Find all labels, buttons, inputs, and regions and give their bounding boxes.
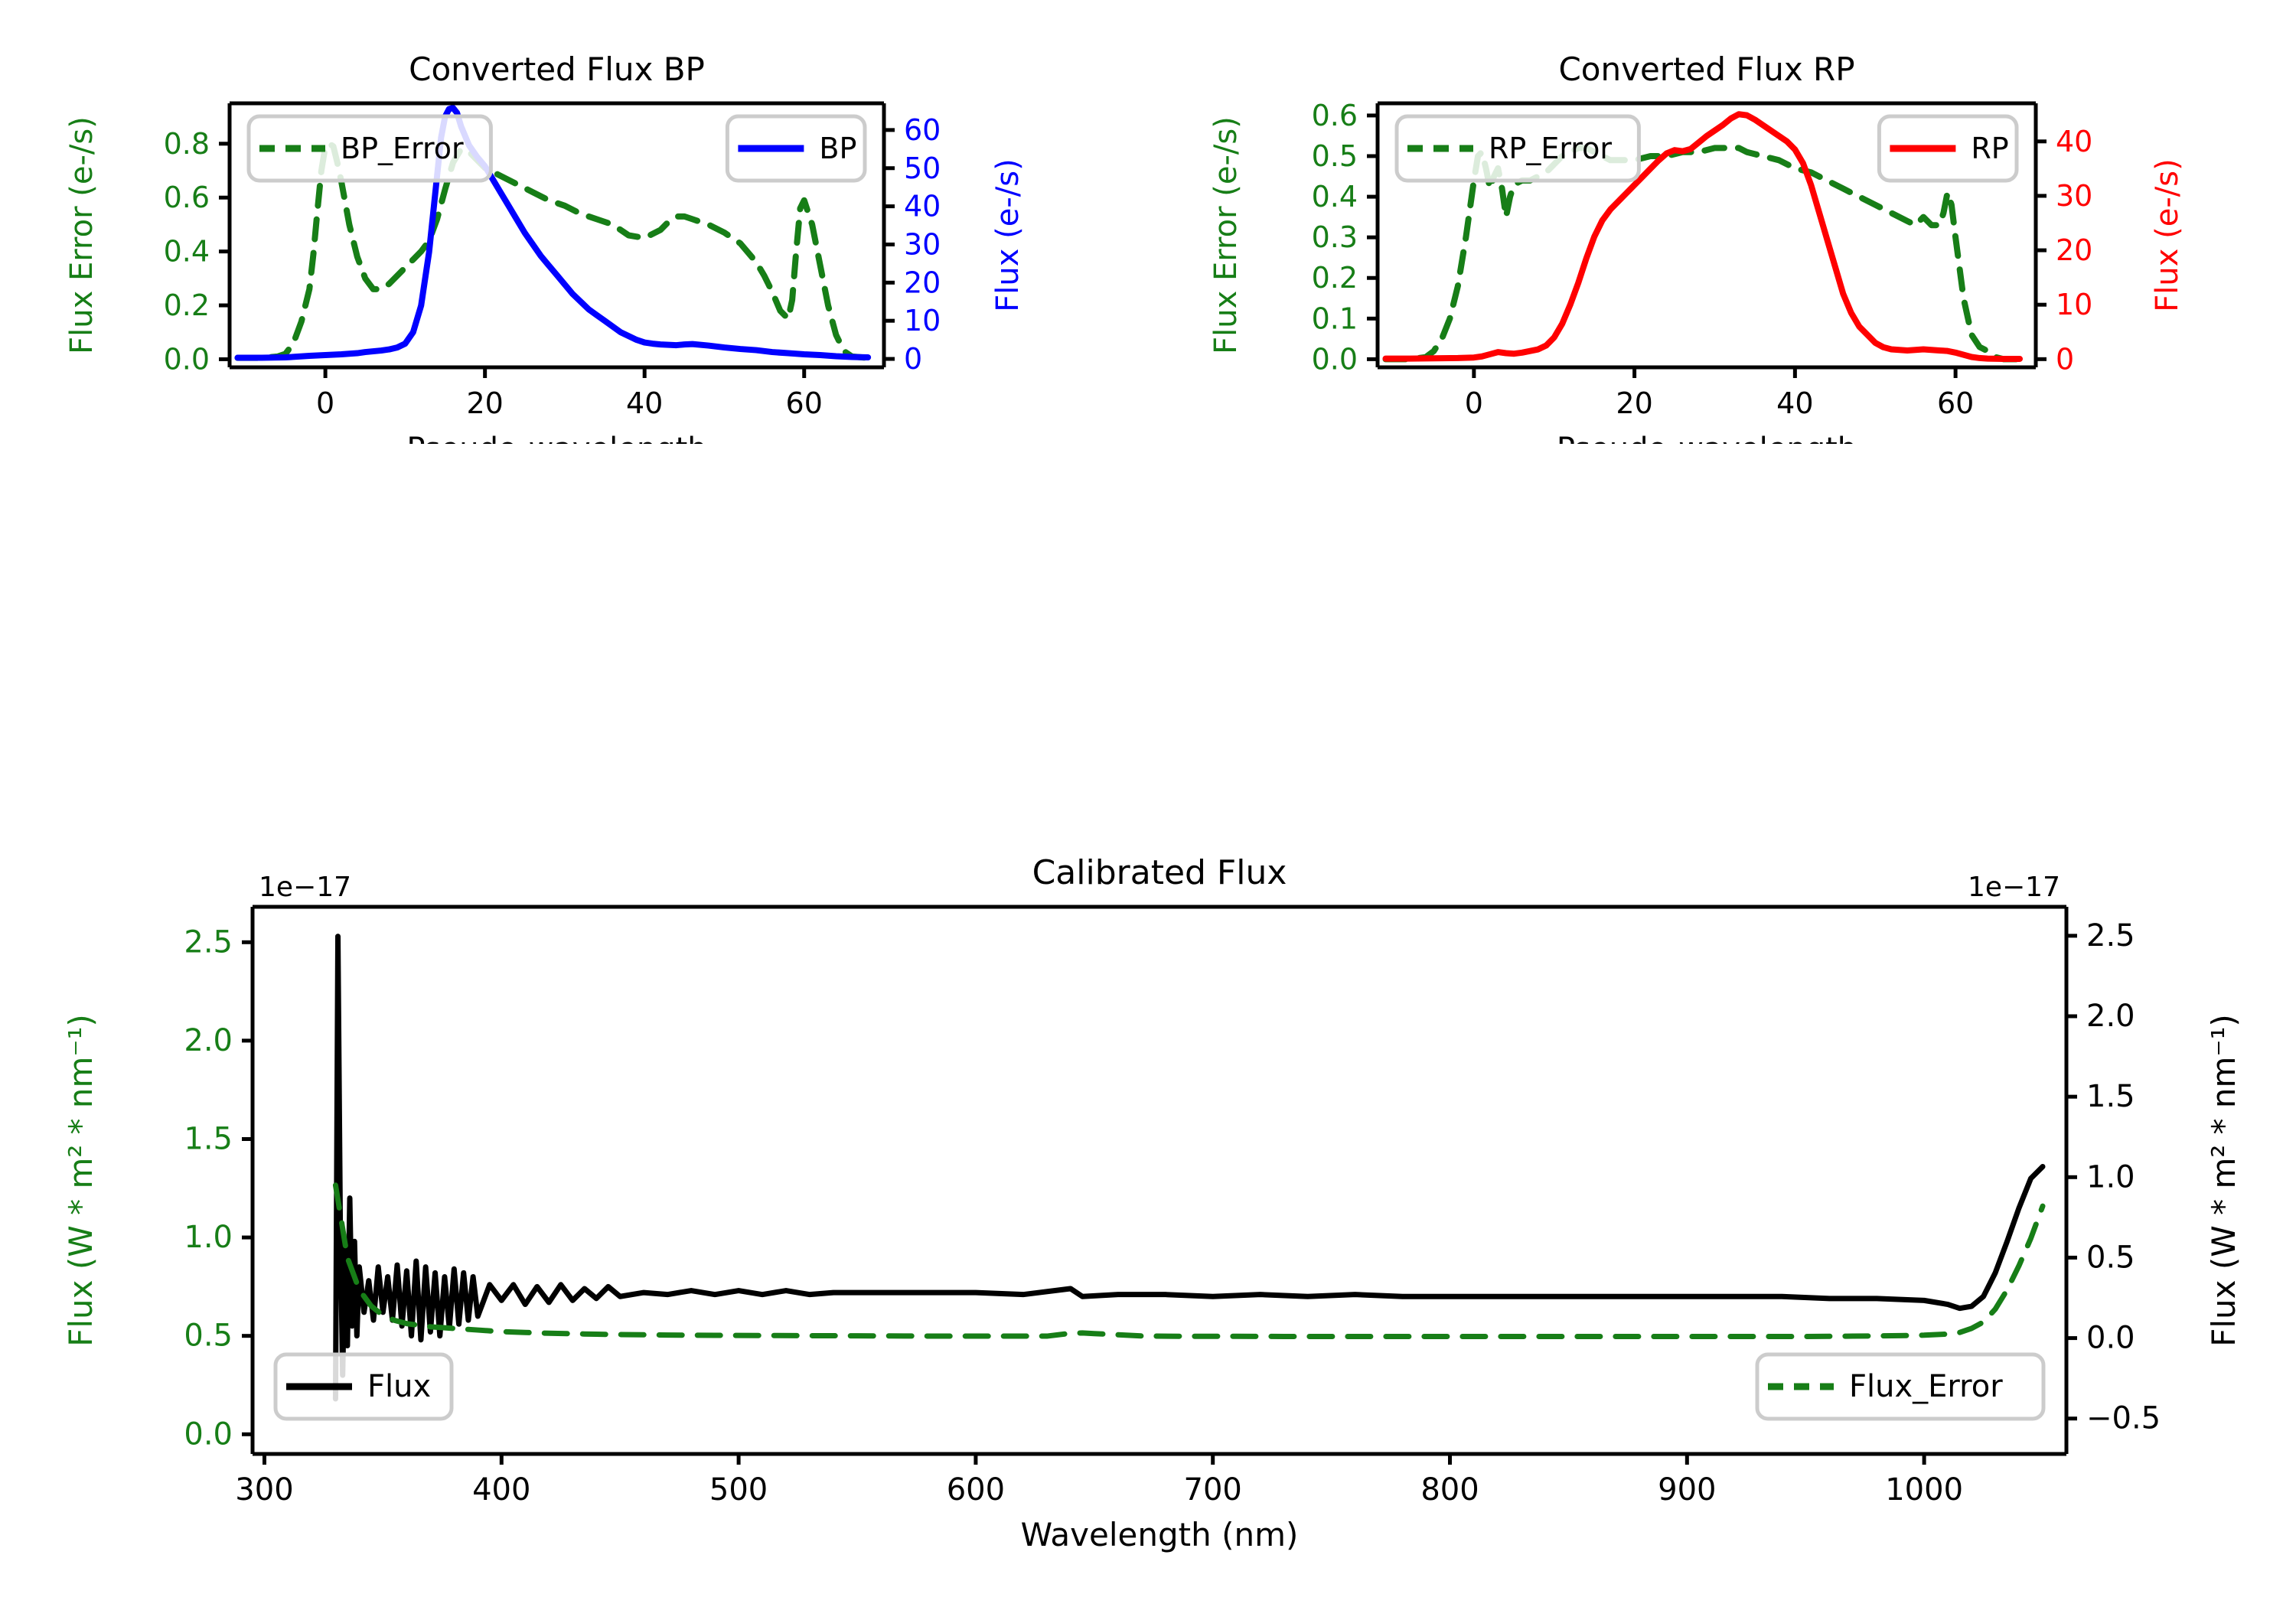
offset-text-left: 1e−17 xyxy=(259,872,351,903)
panel-converted-flux-bp: Converted Flux BP 0 20 40 60 Pseudo-wavelengt… xyxy=(0,46,1110,444)
y-tick-label-left: 1.5 xyxy=(184,1121,233,1156)
series-line-rp xyxy=(1382,111,2024,362)
y-tick-label-right: 40 xyxy=(904,190,941,223)
x-axis-label: Pseudo-wavelength xyxy=(406,432,706,444)
y-tick-label-left: 0.2 xyxy=(164,288,210,322)
plot-title: Converted Flux RP xyxy=(1558,51,1854,88)
y-axis-label-right: Flux (W * m² * nm⁻¹) xyxy=(2205,1014,2242,1347)
legend-label: BP_Error xyxy=(341,132,464,165)
y-tick-label-left: 0.1 xyxy=(1312,302,1358,335)
legend-box xyxy=(273,1352,454,1421)
legend-label: Flux_Error xyxy=(1849,1369,2003,1404)
y-tick-label-left: 1.0 xyxy=(184,1220,233,1255)
legend-rp: RP xyxy=(1877,114,2019,183)
y-tick-label-right: 50 xyxy=(904,152,941,185)
rp-chart-svg: Converted Flux RP 0 20 40 60 Pseudo-wavelengt… xyxy=(1208,51,2185,444)
panel-converted-flux-rp: Converted Flux RP 0 20 40 60 Pseudo-wavelengt… xyxy=(1148,46,2265,444)
x-tick-label: 400 xyxy=(472,1472,530,1508)
y-tick-label-right: 10 xyxy=(2056,288,2092,321)
y-tick-label-left: 0.8 xyxy=(164,127,210,161)
x-tick-label: 60 xyxy=(1937,386,1974,420)
y-tick-label-right: 60 xyxy=(904,113,941,147)
y-tick-label-left: 0.2 xyxy=(1312,261,1358,295)
x-tick-label: 600 xyxy=(947,1472,1005,1508)
y-tick-label-left: 0.6 xyxy=(1312,99,1358,132)
legend-bp-error: BP_Error xyxy=(246,114,493,183)
x-tick-label: 900 xyxy=(1658,1472,1716,1508)
y-tick-label-right: 30 xyxy=(2056,179,2092,213)
offset-text-right: 1e−17 xyxy=(1968,872,2060,903)
legend-box xyxy=(1755,1352,2046,1421)
series-line-flux_error xyxy=(332,1182,2046,1339)
x-tick-label: 0 xyxy=(1465,386,1483,420)
y-tick-label-right: 0 xyxy=(904,342,922,376)
calibrated-chart-svg: Calibrated Flux 300 400 500 600 700 800 900 1000… xyxy=(62,853,2242,1553)
x-tick-label: 40 xyxy=(626,386,663,420)
legend-flux-error: Flux_Error xyxy=(1755,1352,2046,1421)
series-group xyxy=(332,934,2046,1402)
bp-chart-svg: Converted Flux BP 0 20 40 60 Pseudo-wavelengt… xyxy=(64,51,1026,444)
y-tick-label-left: 0.4 xyxy=(1312,180,1358,214)
x-tick-label: 800 xyxy=(1420,1472,1479,1508)
y-tick-label-left: 0.5 xyxy=(184,1319,233,1354)
x-tick-label: 300 xyxy=(235,1472,293,1508)
y-tick-label-right: 1.5 xyxy=(2086,1079,2135,1114)
y-tick-label-right: 20 xyxy=(904,266,941,299)
x-tick-label: 20 xyxy=(1616,386,1652,420)
x-tick-label: 20 xyxy=(466,386,503,420)
y-tick-label-right: 10 xyxy=(904,304,941,337)
y-axis-label-right: Flux (e-/s) xyxy=(2150,158,2185,311)
y-tick-label-left: 2.5 xyxy=(184,924,233,960)
series-line-bp xyxy=(234,104,872,361)
legend-label: RP xyxy=(1971,132,2008,165)
legend-bp: BP xyxy=(725,114,867,183)
y-tick-label-left: 0.5 xyxy=(1312,139,1358,173)
y-tick-label-left: 0.0 xyxy=(1312,342,1358,376)
y-tick-label-left: 0.6 xyxy=(164,181,210,214)
x-tick-label: 500 xyxy=(709,1472,768,1508)
x-tick-label: 60 xyxy=(786,386,823,420)
legend-label: Flux xyxy=(367,1369,431,1404)
x-tick-label: 0 xyxy=(316,386,334,420)
legend-box xyxy=(1394,114,1641,183)
y-tick-label-right: 40 xyxy=(2056,125,2092,158)
y-tick-label-right: 0.0 xyxy=(2086,1321,2135,1356)
y-tick-label-right: 0 xyxy=(2056,342,2074,376)
x-tick-label: 1000 xyxy=(1885,1472,1963,1508)
legend-box xyxy=(246,114,493,183)
y-tick-label-right: 2.0 xyxy=(2086,999,2135,1034)
y-tick-label-right: 20 xyxy=(2056,233,2092,267)
y-tick-label-left: 2.0 xyxy=(184,1023,233,1058)
y-tick-label-right: 0.5 xyxy=(2086,1240,2135,1275)
x-axis-label: Wavelength (nm) xyxy=(1021,1516,1299,1553)
legend-flux: Flux xyxy=(273,1352,454,1421)
legend-label: BP xyxy=(819,132,856,165)
y-tick-label-right: 2.5 xyxy=(2086,918,2135,953)
y-tick-label-left: 0.4 xyxy=(164,235,210,269)
y-axis-label-left: Flux Error (e-/s) xyxy=(64,116,99,354)
x-axis-label: Pseudo-wavelength xyxy=(1557,432,1857,444)
plot-title: Calibrated Flux xyxy=(1032,853,1287,892)
series-line-flux xyxy=(332,934,2046,1402)
legend-label: RP_Error xyxy=(1489,132,1612,165)
y-axis-label-right: Flux (e-/s) xyxy=(990,158,1026,311)
y-tick-label-left: 0.0 xyxy=(164,342,210,376)
y-tick-label-right: −0.5 xyxy=(2086,1401,2161,1436)
x-tick-label: 40 xyxy=(1776,386,1813,420)
y-tick-label-right: 30 xyxy=(904,227,941,261)
y-axis-label-left: Flux (W * m² * nm⁻¹) xyxy=(62,1014,99,1347)
plot-title: Converted Flux BP xyxy=(409,51,705,88)
x-tick-label: 700 xyxy=(1184,1472,1242,1508)
y-axis-label-left: Flux Error (e-/s) xyxy=(1208,116,1244,354)
y-tick-label-left: 0.0 xyxy=(184,1416,233,1452)
y-tick-label-left: 0.3 xyxy=(1312,220,1358,254)
legend-rp-error: RP_Error xyxy=(1394,114,1641,183)
y-tick-label-right: 1.0 xyxy=(2086,1159,2135,1195)
panel-calibrated-flux: Calibrated Flux 300 400 500 600 700 800 900 1000… xyxy=(0,826,2296,1599)
